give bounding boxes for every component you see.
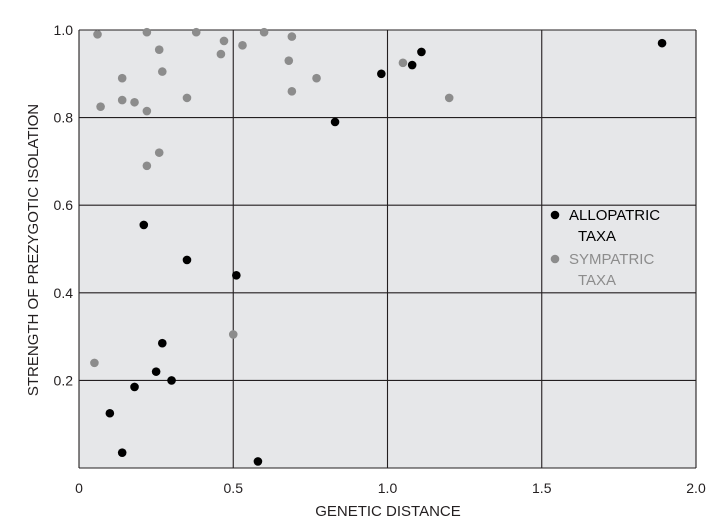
legend-label: SYMPATRIC [569,251,654,268]
data-point-sympatric-taxa [182,93,192,103]
data-point-sympatric-taxa [154,45,164,55]
y-tick-labels: 0.2 0.4 0.6 0.8 1.0 [54,22,74,388]
legend-label: ALLOPATRIC [569,207,660,224]
data-point-sympatric-taxa [117,73,127,83]
x-tick-label: 1.5 [532,480,552,496]
data-point-sympatric-taxa [398,58,408,68]
data-point-sympatric-taxa [216,49,226,59]
data-point-allopatric-taxa [377,69,386,79]
data-point-allopatric-taxa [253,457,263,466]
data-point-sympatric-taxa [228,330,238,339]
data-point-sympatric-taxa [238,41,247,50]
data-point-sympatric-taxa [444,93,454,103]
y-tick-label: 0.8 [54,110,74,126]
x-tick-label: 2.0 [686,480,706,496]
y-tick-label: 1.0 [54,22,74,38]
data-point-allopatric-taxa [182,255,192,265]
data-point-allopatric-taxa [157,338,167,348]
data-point-allopatric-taxa [139,220,149,230]
data-point-sympatric-taxa [90,358,99,368]
data-point-sympatric-taxa [142,106,152,116]
x-tick-label: 0.5 [224,480,244,496]
legend: ALLOPATRIC TAXA SYMPATRIC TAXA [550,207,660,289]
legend-marker [550,210,560,220]
data-point-allopatric-taxa [130,382,139,392]
x-tick-label: 1.0 [378,480,398,496]
data-point-allopatric-taxa [330,117,340,127]
data-point-allopatric-taxa [232,270,241,280]
y-tick-label: 0.4 [54,285,74,301]
data-point-allopatric-taxa [417,47,426,57]
y-tick-label: 0.6 [54,197,74,213]
data-point-sympatric-taxa [287,32,297,41]
legend-label: TAXA [578,272,616,289]
data-point-allopatric-taxa [105,408,115,418]
y-tick-label: 0.2 [54,372,74,388]
data-point-sympatric-taxa [287,87,297,96]
data-point-allopatric-taxa [407,60,417,70]
data-point-allopatric-taxa [151,367,161,376]
data-point-sympatric-taxa [191,27,201,37]
data-point-sympatric-taxa [142,27,152,37]
data-point-sympatric-taxa [117,95,127,105]
data-point-sympatric-taxa [142,161,152,171]
data-point-allopatric-taxa [167,376,176,385]
data-points [90,27,667,466]
data-point-sympatric-taxa [130,97,139,107]
data-point-allopatric-taxa [657,38,667,48]
data-point-sympatric-taxa [93,30,102,39]
data-point-sympatric-taxa [312,73,321,83]
data-point-sympatric-taxa [157,67,167,76]
data-point-sympatric-taxa [219,36,229,46]
data-point-sympatric-taxa [284,56,294,65]
x-tick-label: 0 [75,480,83,496]
legend-label: TAXA [578,228,616,245]
legend-marker [550,254,560,264]
data-point-sympatric-taxa [259,27,269,37]
x-tick-labels: 0 0.5 1.0 1.5 2.0 [75,480,706,496]
data-point-sympatric-taxa [154,148,164,157]
y-axis-label: STRENGTH OF PREZYGOTIC ISOLATION [25,104,42,396]
grid-lines [78,29,697,469]
data-point-sympatric-taxa [96,102,105,111]
x-axis-label: GENETIC DISTANCE [315,503,461,520]
data-point-allopatric-taxa [117,448,127,457]
